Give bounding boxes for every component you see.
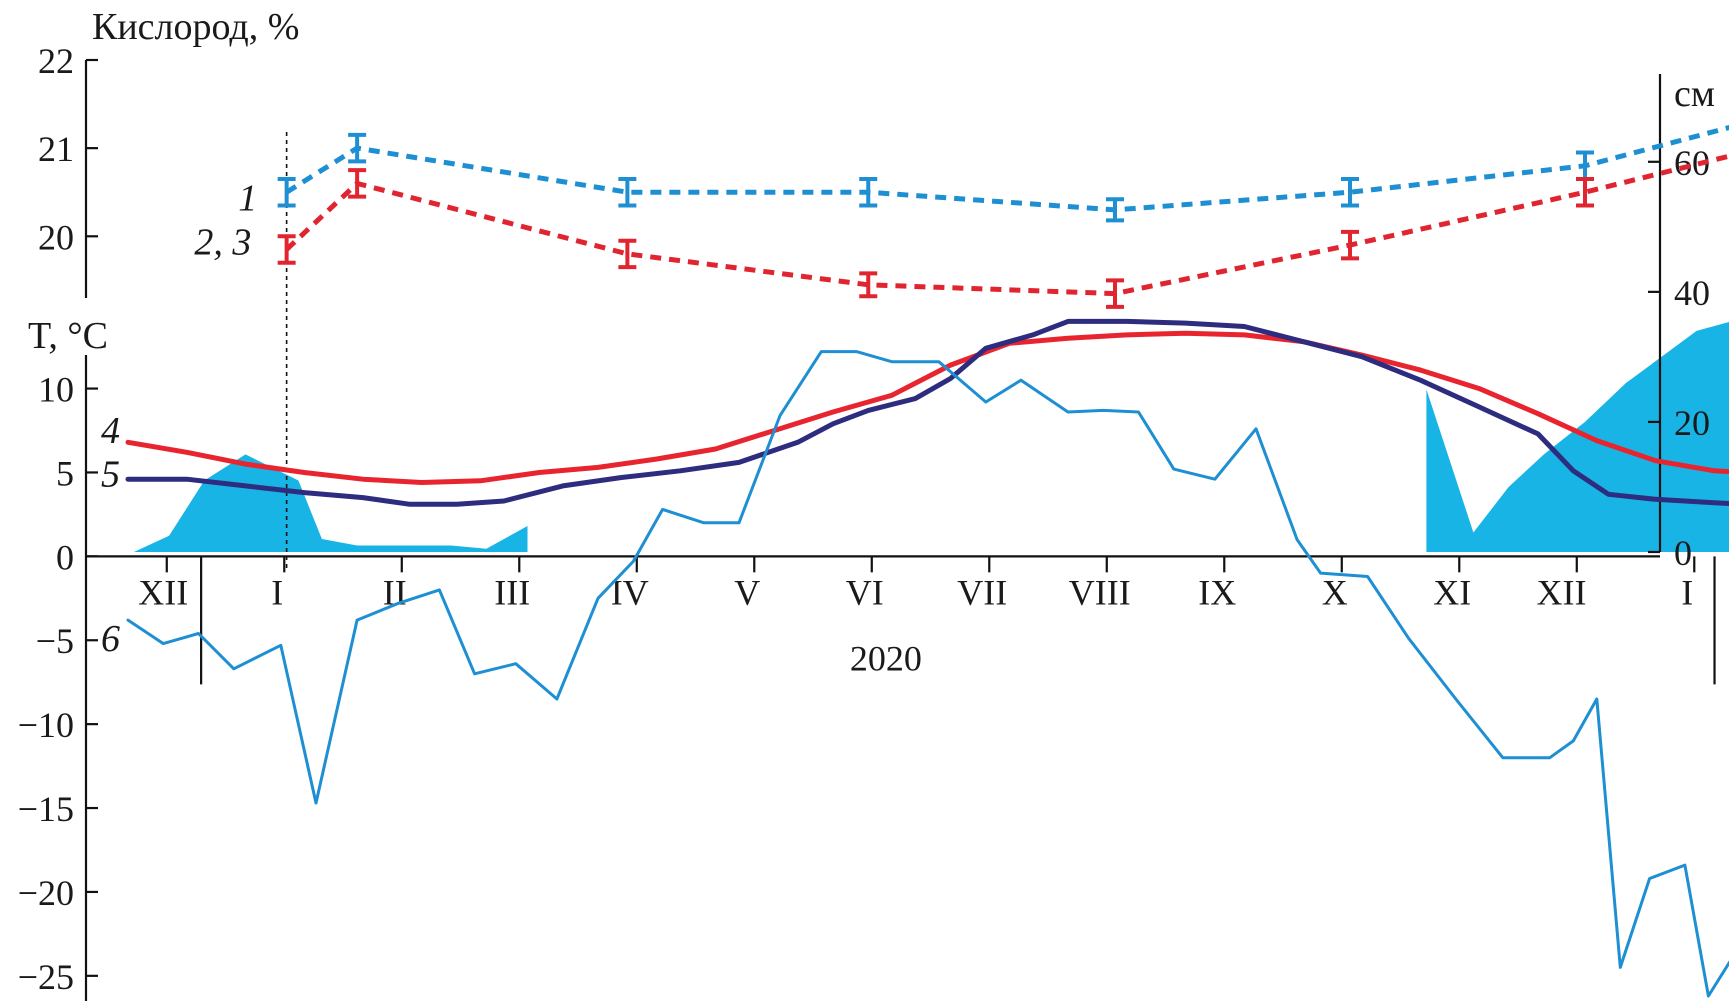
series-1-point bbox=[1106, 197, 1124, 223]
series-annotation: 6 bbox=[101, 618, 120, 660]
series-1-line bbox=[285, 124, 1729, 213]
snow-tick-label: 40 bbox=[1674, 273, 1710, 313]
series-1-point bbox=[277, 177, 296, 208]
month-label: XI bbox=[1433, 572, 1471, 612]
series bbox=[125, 124, 1729, 998]
month-label: XII bbox=[1537, 572, 1587, 612]
oxygen-axis-title: Кислород, % bbox=[92, 6, 299, 48]
series-annotation: 2, 3 bbox=[194, 222, 251, 264]
snow-area-1 bbox=[133, 454, 528, 552]
year-label: 2020 bbox=[850, 638, 922, 678]
snow-tick-label: 0 bbox=[1674, 533, 1692, 573]
labels: 12, 3456Высотаснега bbox=[101, 178, 257, 660]
month-label: V bbox=[734, 572, 760, 612]
series-annotation: 5 bbox=[101, 453, 120, 495]
temp-tick-label: −15 bbox=[18, 789, 74, 829]
series-2-3-point bbox=[618, 238, 637, 270]
temp-tick-label: 0 bbox=[56, 537, 74, 577]
series-4-line bbox=[125, 330, 1729, 485]
series-1-point bbox=[348, 132, 367, 164]
series-2-3-point bbox=[1341, 229, 1359, 261]
series-2-3-line bbox=[284, 153, 1729, 297]
oxygen-tick-label: 20 bbox=[38, 217, 74, 257]
series-5-line bbox=[125, 318, 1729, 507]
temp-tick-label: −10 bbox=[18, 705, 74, 745]
temp-axis-title: T, °C bbox=[28, 315, 108, 357]
series-2-3-point bbox=[1106, 278, 1124, 309]
series-1-point bbox=[859, 177, 878, 208]
month-label: VI bbox=[846, 572, 884, 612]
series-1-point bbox=[618, 177, 637, 208]
month-label: VII bbox=[957, 572, 1007, 612]
series-2-3-point bbox=[1576, 177, 1594, 208]
oxygen-tick-label: 21 bbox=[38, 129, 74, 169]
month-label: XII bbox=[138, 572, 188, 612]
temp-tick-label: −5 bbox=[36, 621, 74, 661]
snow-depth-area bbox=[133, 321, 1729, 552]
temp-tick-label: −20 bbox=[18, 873, 74, 913]
month-label: IX bbox=[1198, 572, 1236, 612]
series-2-3-point bbox=[277, 234, 296, 265]
month-label: X bbox=[1322, 572, 1348, 612]
month-label: I bbox=[271, 572, 283, 612]
series-annotation: 1 bbox=[238, 178, 257, 220]
series-2-3-point bbox=[859, 271, 878, 299]
snow-area-2 bbox=[1426, 321, 1729, 552]
oxygen-tick-label: 22 bbox=[38, 41, 74, 81]
snow-axis-unit: см bbox=[1674, 73, 1715, 115]
temp-tick-label: 10 bbox=[38, 370, 74, 410]
temp-tick-label: −25 bbox=[18, 957, 74, 997]
series-annotation: 4 bbox=[101, 410, 120, 452]
series-2-3-point bbox=[348, 168, 367, 199]
month-label: I bbox=[1681, 572, 1693, 612]
snow-tick-label: 20 bbox=[1674, 403, 1710, 443]
month-label: III bbox=[494, 572, 530, 612]
series-6-line bbox=[126, 350, 1729, 998]
month-label: VIII bbox=[1069, 572, 1131, 612]
series-1-point bbox=[1341, 177, 1359, 208]
temp-tick-label: 5 bbox=[56, 453, 74, 493]
